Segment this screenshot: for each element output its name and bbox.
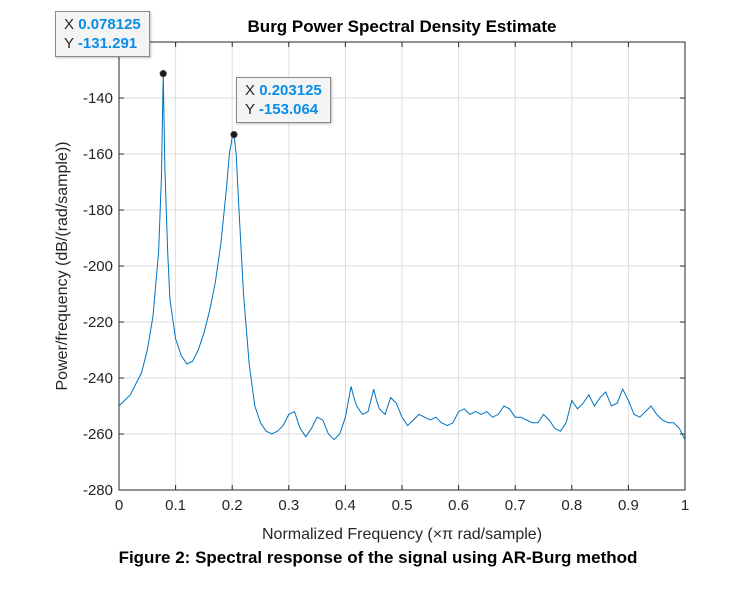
figure-caption: Figure 2: Spectral response of the signa… <box>118 548 638 567</box>
y-tick-label: -240 <box>83 370 113 387</box>
datatip-x-value: 0.203125 <box>259 82 322 99</box>
y-tick-label: -260 <box>83 426 113 443</box>
datatip-y-value: -153.064 <box>258 101 319 118</box>
datatip-peak-1[interactable]: X 0.078125 Y -131.291 <box>55 11 150 57</box>
grid <box>118 42 686 491</box>
chart-title: Burg Power Spectral Density Estimate <box>248 17 557 36</box>
y-tick-label: -140 <box>83 90 113 107</box>
datatip-markers <box>159 70 238 139</box>
x-tick-label: 0.1 <box>165 497 186 514</box>
datatip-x-key: X <box>245 82 256 99</box>
x-tick-label: 0.9 <box>618 497 639 514</box>
x-tick-label: 0 <box>115 497 123 514</box>
x-tick-label: 0.3 <box>278 497 299 514</box>
psd-series-line <box>118 73 686 441</box>
datatip-y-key: Y <box>245 101 255 118</box>
x-axis-label: Normalized Frequency (×π rad/sample) <box>262 526 542 543</box>
y-tick-label: -160 <box>83 146 113 163</box>
x-tick-label: 0.5 <box>392 497 413 514</box>
datatip-x-value: 0.078125 <box>78 16 141 33</box>
x-tick-label: 1 <box>681 497 689 514</box>
datatip-y-key: Y <box>64 35 74 52</box>
y-tick-label: -220 <box>83 314 113 331</box>
x-tick-label: 0.2 <box>222 497 243 514</box>
x-tick-label: 0.4 <box>335 497 356 514</box>
datatip-peak-2[interactable]: X 0.203125 Y -153.064 <box>236 77 331 123</box>
y-tick-label: -180 <box>83 202 113 219</box>
x-tick-label: 0.8 <box>561 497 582 514</box>
datatip-x-key: X <box>64 16 75 33</box>
x-tick-label: 0.6 <box>448 497 469 514</box>
y-axis-label: Power/frequency (dB/(rad/sample)) <box>54 142 71 391</box>
datatip-marker[interactable] <box>230 130 238 139</box>
datatip-y-value: -131.291 <box>77 35 138 52</box>
y-tick-label: -280 <box>83 482 113 499</box>
x-tick-label: 0.7 <box>505 497 526 514</box>
y-tick-label: -200 <box>83 258 113 275</box>
datatip-marker[interactable] <box>159 70 167 78</box>
axis-ticks: 0 0.1 0.2 0.3 0.4 0.5 0.6 0.7 0.8 0.9 1 -140 -160 -18… <box>83 42 689 514</box>
